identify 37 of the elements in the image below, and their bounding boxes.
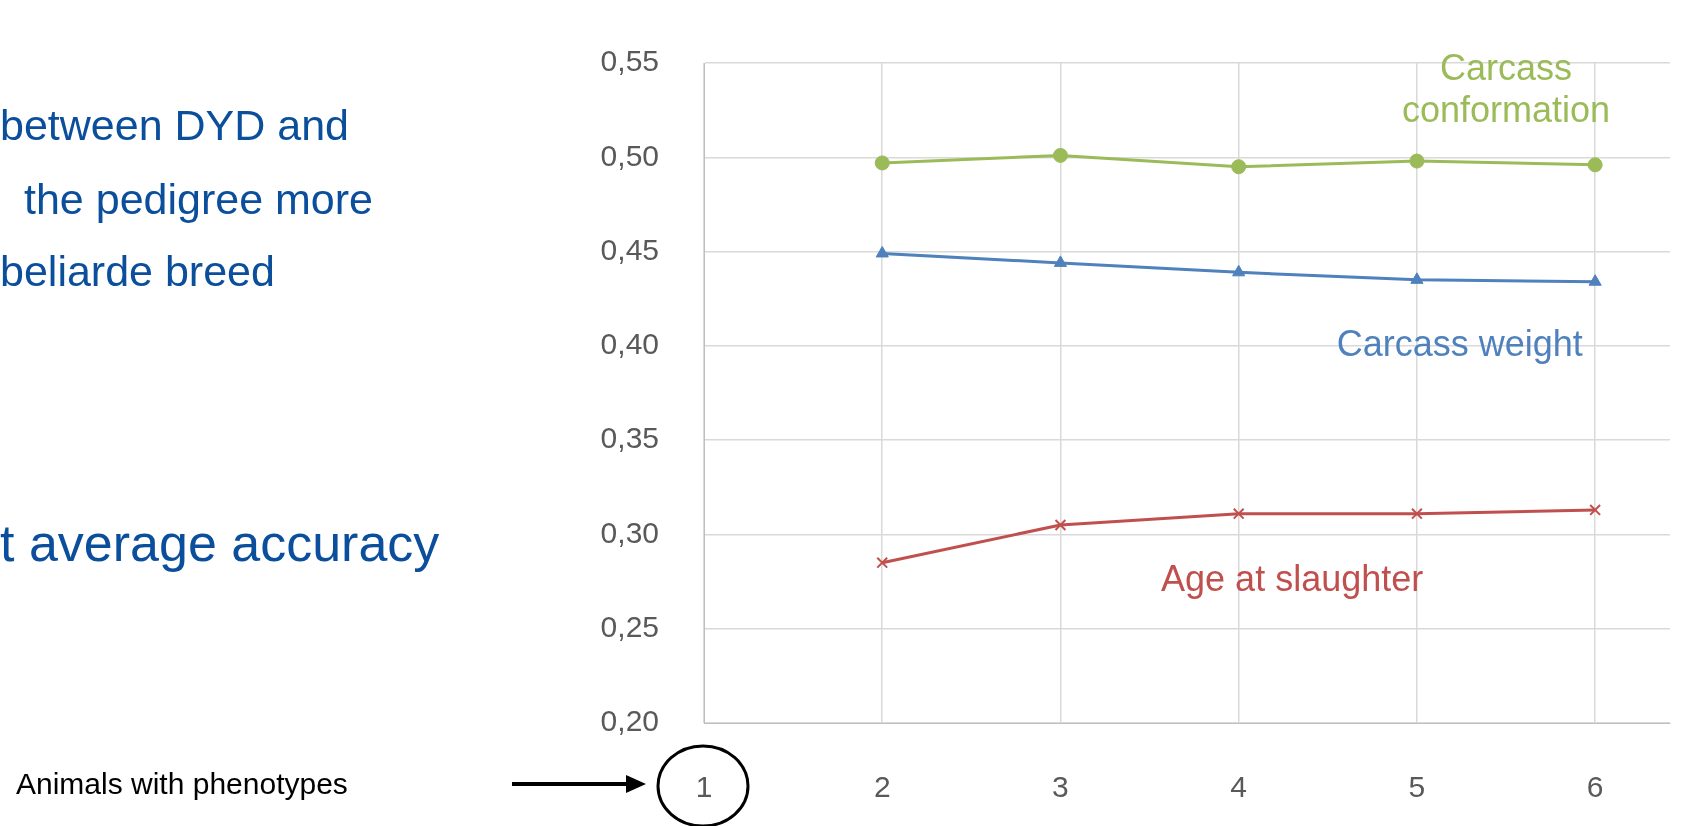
y-tick-label: 0,25 — [600, 609, 659, 643]
point — [1410, 507, 1423, 520]
y-tick-label: 0,50 — [600, 138, 659, 172]
y-tick-label: 0,55 — [600, 44, 659, 78]
point — [1589, 503, 1602, 516]
x-tick-label: 5 — [1408, 770, 1426, 804]
text: beliarde breed — [0, 246, 275, 297]
text: t average accuracy — [0, 513, 440, 574]
y-tick-label: 0,30 — [600, 515, 659, 549]
point — [1232, 507, 1245, 520]
y-tick-label: 0,40 — [600, 327, 659, 361]
point — [1588, 274, 1602, 286]
text: Animals with phenotypes — [16, 766, 348, 802]
point — [1054, 519, 1067, 531]
point — [1409, 153, 1425, 169]
x-tick-label: 2 — [873, 770, 891, 804]
series-label: Carcass conformation — [1401, 47, 1611, 131]
point — [1053, 255, 1068, 267]
point — [1232, 264, 1246, 277]
point — [1587, 157, 1603, 173]
x-tick-label: 6 — [1586, 770, 1604, 804]
series-label: Age at slaughter — [1161, 558, 1424, 600]
text: between DYD and — [0, 100, 349, 151]
x-tick-label: 4 — [1230, 770, 1248, 804]
text: the pedigree more — [24, 174, 373, 225]
point — [1231, 159, 1247, 175]
series-label: Carcass weight — [1336, 322, 1583, 364]
point — [876, 556, 889, 569]
point — [1052, 147, 1068, 163]
point — [875, 245, 889, 258]
x-tick-label: 1 — [695, 770, 713, 804]
point — [874, 155, 890, 171]
point — [1410, 272, 1424, 284]
y-tick-label: 0,45 — [600, 232, 659, 266]
y-tick-label: 0,20 — [600, 704, 659, 738]
x-tick-label: 3 — [1052, 770, 1069, 804]
y-tick-label: 0,35 — [600, 421, 659, 455]
